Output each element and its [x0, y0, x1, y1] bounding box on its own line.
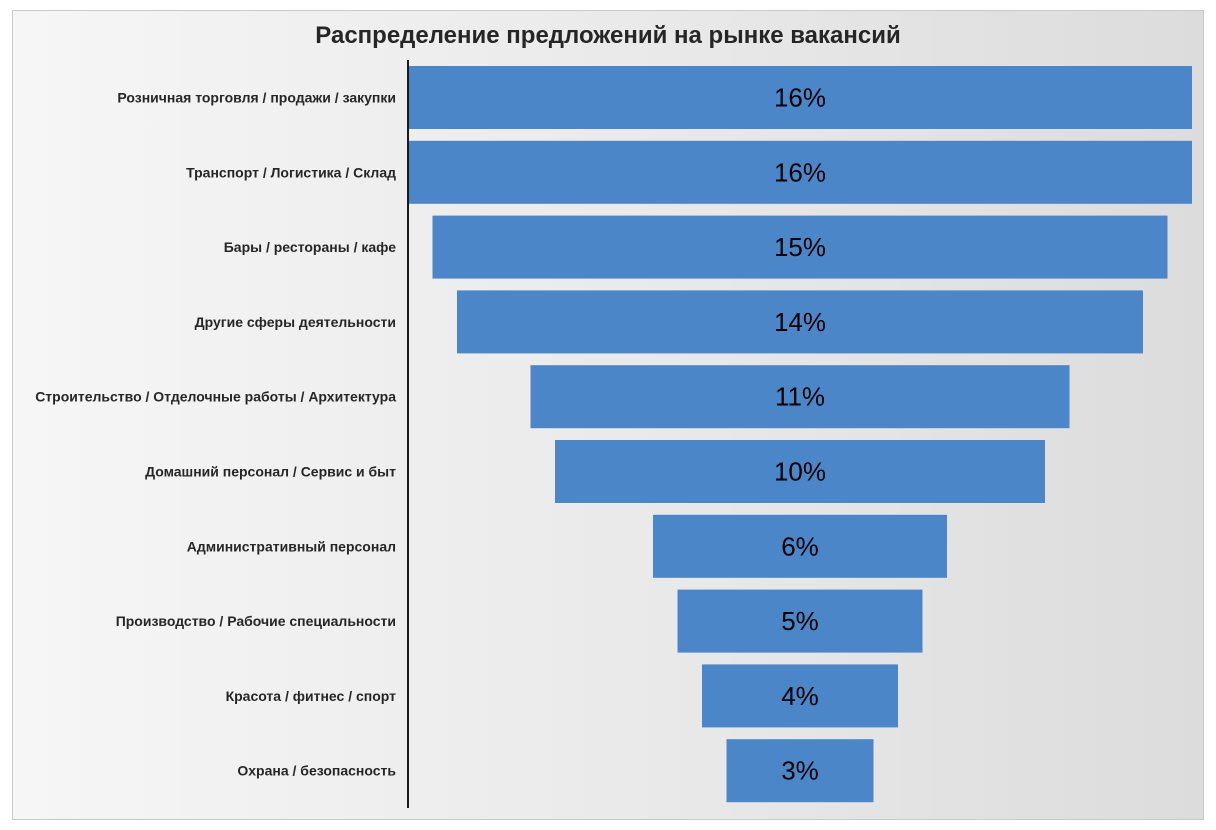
data-label: 11% [775, 382, 825, 412]
data-label: 5% [781, 606, 819, 636]
category-label: Бары / рестораны / кафе [224, 239, 396, 255]
category-label: Домашний персонал / Сервис и быт [145, 464, 396, 480]
bar [408, 140, 1192, 204]
category-labels-group: Розничная торговля / продажи / закупки Тр… [35, 90, 396, 779]
bar [702, 664, 898, 728]
category-label: Охрана / безопасность [237, 763, 396, 779]
data-label: 3% [781, 756, 819, 786]
data-label: 15% [774, 232, 826, 262]
data-label: 4% [781, 681, 819, 711]
data-label: 10% [774, 457, 826, 487]
bar [726, 739, 874, 803]
bar [530, 365, 1070, 429]
data-label: 14% [774, 307, 826, 337]
bar [432, 215, 1168, 279]
data-label: 6% [781, 531, 819, 561]
bar [653, 514, 947, 578]
bar [408, 66, 1192, 129]
data-label: 16% [774, 83, 826, 113]
category-label: Административный персонал [187, 538, 396, 554]
category-label: Другие сферы деятельности [195, 314, 396, 330]
bars-group [408, 66, 1192, 803]
category-label: Розничная торговля / продажи / закупки [117, 90, 396, 106]
category-label: Производство / Рабочие специальности [116, 613, 396, 629]
value-labels-group: 16% 16% 15% 14% 11% 10% 6% 5% 4% 3% [774, 83, 826, 786]
data-label: 16% [774, 157, 826, 187]
bar [555, 440, 1045, 503]
category-label: Строительство / Отделочные работы / Архи… [35, 389, 396, 405]
bar [457, 290, 1143, 354]
chart-title: Распределение предложений на рынке вакан… [315, 22, 901, 49]
bar [677, 589, 923, 653]
category-label: Транспорт / Логистика / Склад [186, 164, 396, 180]
category-label: Красота / фитнес / спорт [226, 688, 397, 704]
